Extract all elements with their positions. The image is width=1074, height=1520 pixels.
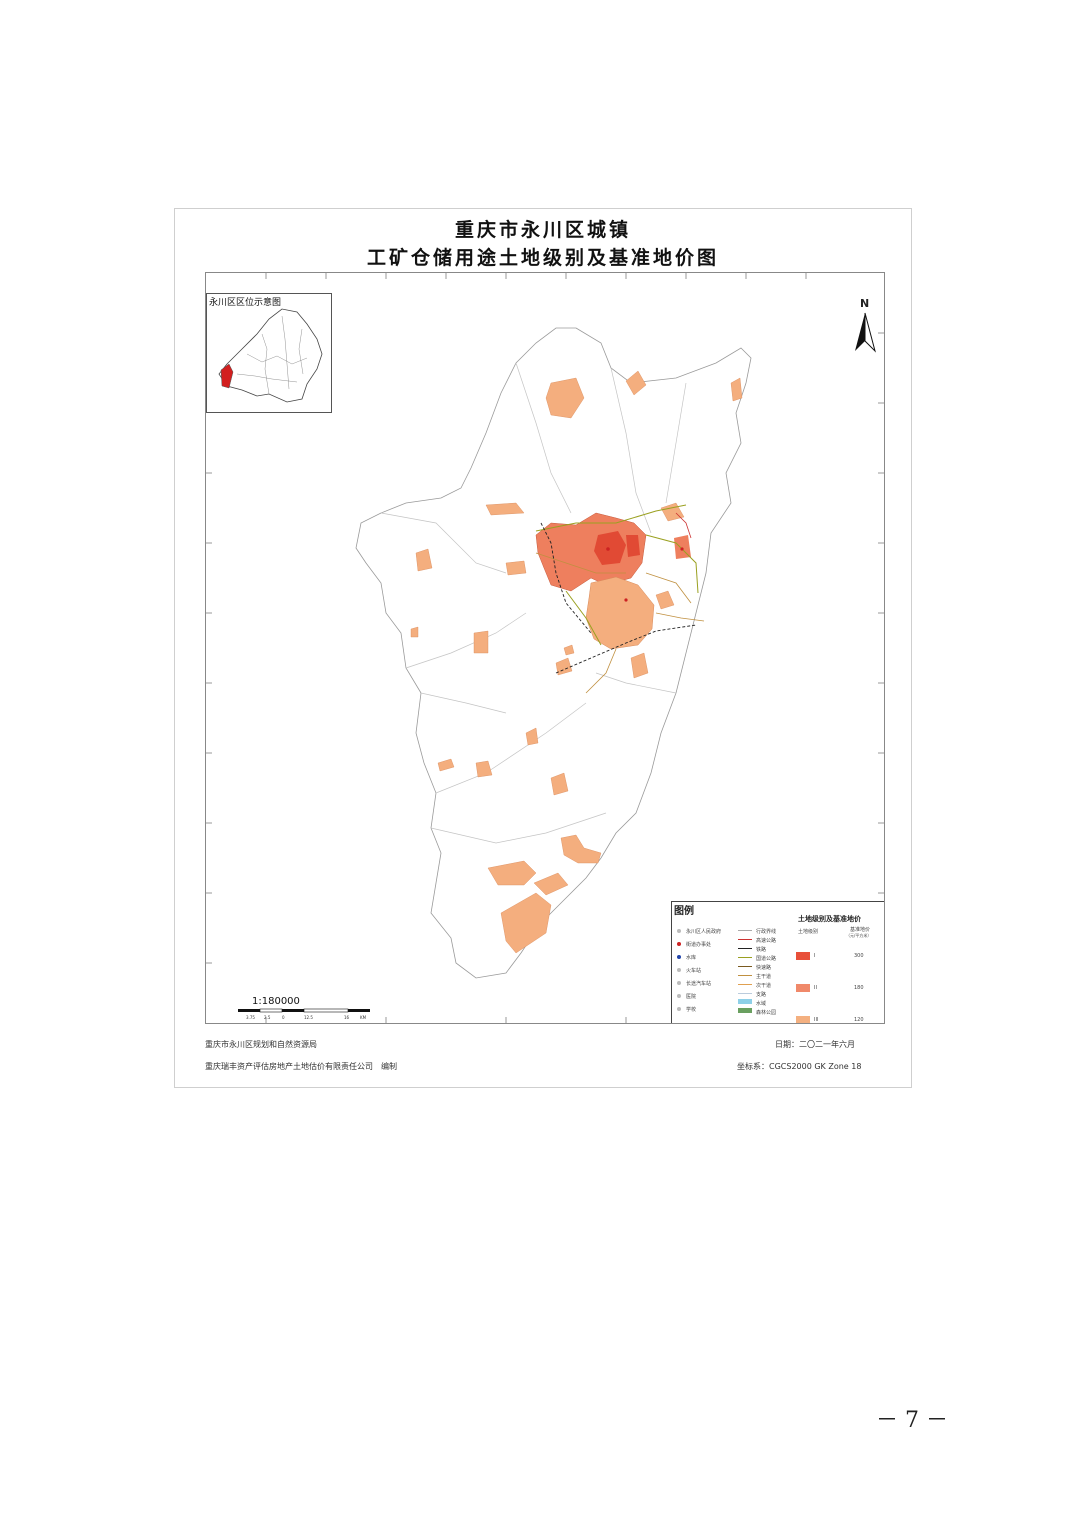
legend-line-label: 高速公路: [756, 938, 777, 944]
legend-symbol-label: 火车站: [686, 968, 702, 974]
legend-line-swatch: [738, 957, 752, 958]
scale-ratio: 1:180000: [252, 996, 300, 1007]
legend-symbol-icon: [677, 968, 681, 972]
legend-level-price: 120: [854, 1017, 864, 1023]
footer-compiler: 重庆瑞丰资产评估房地产土地估价有限责任公司 编制: [205, 1062, 397, 1071]
legend-title: 图例: [674, 906, 694, 917]
legend-symbol-icon: [677, 994, 681, 998]
grid-ticks: [206, 273, 884, 1023]
legend-symbol-label: 学校: [686, 1007, 697, 1013]
legend-level-label: II: [814, 985, 817, 991]
legend-level-price: 300: [854, 953, 864, 959]
poi-markers: [606, 547, 684, 602]
legend-level-label: III: [814, 1017, 819, 1023]
legend-symbol-icon: [677, 942, 681, 946]
map-title-line2: 工矿仓储用途土地级别及基准地价图: [366, 247, 719, 269]
legend-right-title: 土地级别及基准地价: [798, 915, 861, 923]
legend-symbol-label: 医院: [686, 994, 697, 1000]
map-frame: 永川区区位示意图 N 1:180000: [205, 272, 885, 1024]
legend-col-price: 基准地价: [850, 927, 871, 933]
scale-tick-0: 3.75: [246, 1015, 255, 1020]
legend-symbol-icon: [677, 1007, 681, 1011]
legend-line-swatch: [738, 999, 752, 1004]
legend-line-label: 国道公路: [756, 956, 777, 962]
legend-symbol-icon: [677, 955, 681, 959]
township-boundaries: [380, 362, 687, 844]
footer-date: 日期：二〇二一年六月: [775, 1040, 855, 1049]
zone-level-3-south-city: [585, 576, 655, 650]
legend-line-swatch: [738, 1008, 752, 1013]
north-arrow: N: [852, 297, 878, 353]
scale-bar-graphic: 3.75 2.5 0 12.5 16 KM: [238, 1008, 370, 1020]
scale-tick-4: 16: [344, 1015, 350, 1020]
scale-tick-1: 2.5: [264, 1015, 271, 1020]
inset-title: 永川区区位示意图: [209, 298, 282, 308]
north-arrow-icon: [855, 312, 876, 353]
zone-level-1-east: [626, 535, 640, 557]
legend-line-swatch: [738, 939, 752, 940]
legend-line-label: 快速路: [756, 965, 772, 971]
legend-level-price: 180: [854, 985, 864, 991]
scale-bar: 1:180000 3.75 2.5 0 12.5 16 KM: [234, 996, 374, 1020]
legend-symbol-label: 街道办事处: [686, 942, 712, 948]
legend-line-swatch: [738, 948, 752, 949]
legend: 图例 土地级别及基准地价 土地级别 基准地价 （元/平方米） 永川区人民政府 街道…: [671, 901, 884, 1023]
road-network: [535, 504, 705, 694]
legend-symbol-icon: [677, 929, 681, 933]
legend-line-swatch: [738, 984, 752, 985]
page-number: － 7 －: [876, 1408, 948, 1433]
map-canvas: [206, 273, 884, 1023]
zone-level-2-east-spot: [674, 535, 691, 559]
legend-line-label: 行政界线: [756, 929, 777, 935]
legend-line-label: 森林公园: [756, 1010, 777, 1016]
legend-line-label: 水域: [756, 1001, 767, 1007]
zone-level-1-core: [594, 531, 626, 565]
scale-tick-2: 0: [282, 1015, 285, 1020]
parcels-level-3: [410, 370, 743, 954]
legend-level-label: I: [814, 953, 816, 959]
legend-symbol-label: 水库: [686, 955, 697, 961]
legend-col-level: 土地级别: [798, 929, 819, 935]
legend-line-swatch: [738, 966, 752, 967]
legend-line-label: 支路: [756, 992, 767, 998]
legend-level-swatch: [796, 984, 810, 992]
footer-coordinate-system: 坐标系：CGCS2000 GK Zone 18: [737, 1062, 862, 1071]
legend-symbol-icon: [677, 981, 681, 985]
legend-line-label: 主干道: [756, 974, 772, 980]
inset-map: 永川区区位示意图: [206, 293, 332, 413]
district-boundary: [355, 327, 752, 979]
legend-line-label: 铁路: [756, 947, 767, 953]
map-title-line1: 重庆市永川区城镇: [454, 219, 631, 241]
legend-line-swatch: [738, 975, 752, 976]
inset-map-graphic: [218, 308, 323, 403]
scale-tick-5: KM: [360, 1015, 367, 1020]
inset-yongchuan-highlight: [220, 363, 234, 389]
map-sheet: 重庆市永川区城镇 工矿仓储用途土地级别及基准地价图: [174, 208, 912, 1088]
legend-level-swatch: [796, 952, 810, 960]
footer-authority: 重庆市永川区规划和自然资源局: [205, 1040, 317, 1049]
legend-line-label: 次干道: [756, 983, 772, 989]
legend-symbol-label: 永川区人民政府: [686, 929, 722, 935]
legend-level-swatch: [796, 1016, 810, 1023]
legend-line-swatch: [738, 930, 752, 931]
scale-tick-3: 12.5: [304, 1015, 313, 1020]
legend-col-price-sub: （元/平方米）: [846, 933, 872, 938]
legend-symbol-label: 长途汽车站: [686, 981, 712, 987]
north-label: N: [860, 297, 870, 310]
legend-line-swatch: [738, 993, 752, 994]
